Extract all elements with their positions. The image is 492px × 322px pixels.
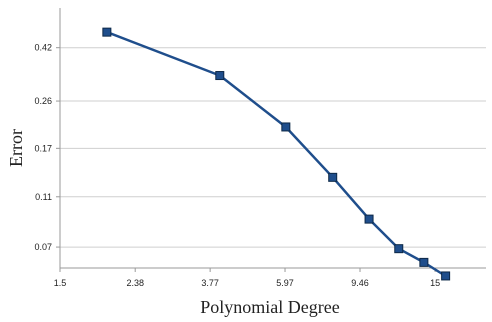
axes [56,8,486,272]
tick-labels: 0.07 0.11 0.17 0.26 0.42 1.5 2.38 3.77 5.97 9.46 1… [34,43,440,288]
data-point-marker [364,214,374,224]
data-point-marker [394,244,404,254]
x-tick-label: 5.97 [276,278,294,288]
y-tick-label: 0.07 [34,242,52,252]
x-tick-label: 9.46 [351,278,369,288]
y-tick-label: 0.42 [34,43,52,53]
data-point-marker [102,27,112,37]
data-point-marker [419,257,429,267]
data-point-marker [281,122,291,132]
x-tick-label: 3.77 [201,278,219,288]
data-point-marker [441,271,451,281]
x-tick-label: 15 [430,278,440,288]
x-tick-label: 1.5 [54,278,67,288]
y-axis-title: Error [6,129,26,167]
series-line [106,30,447,278]
grid-lines [60,47,486,248]
data-point-marker [328,172,338,182]
x-axis-title: Polynomial Degree [200,297,339,317]
y-tick-label: 0.26 [34,96,52,106]
series-layer [102,27,451,281]
data-point-marker [215,71,225,81]
y-tick-label: 0.17 [34,143,52,153]
y-tick-label: 0.11 [35,192,52,202]
x-tick-label: 2.38 [126,278,144,288]
